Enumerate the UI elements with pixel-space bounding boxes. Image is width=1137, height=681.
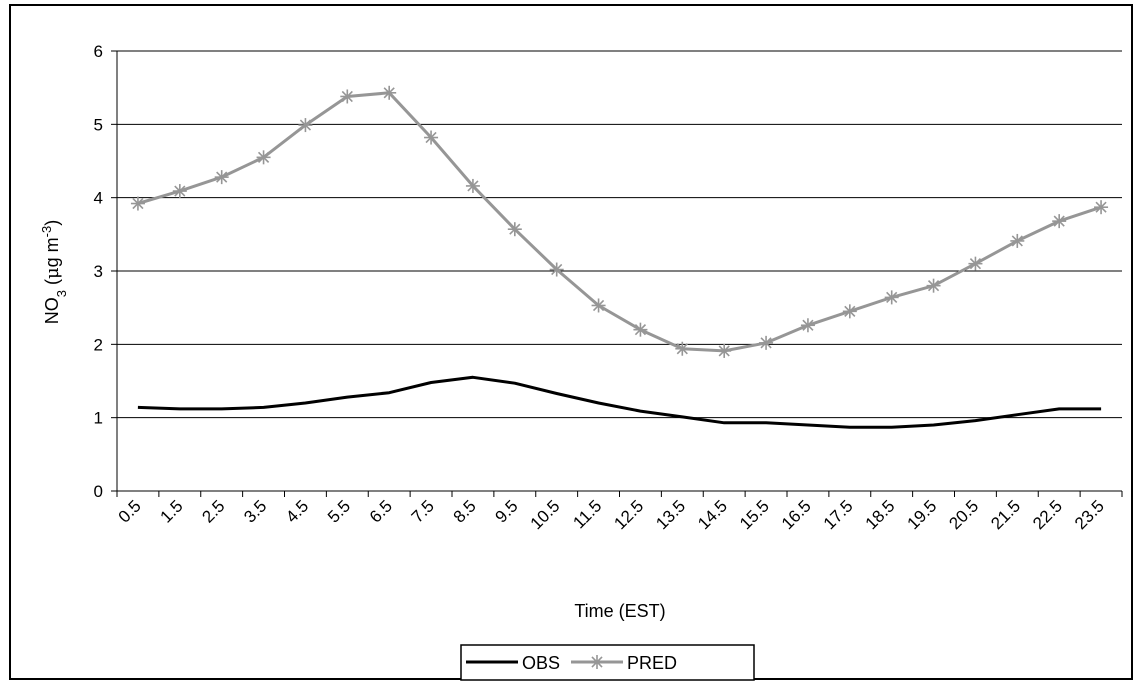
data-point-pred: [1010, 233, 1025, 248]
y-axis-title-unit: g m: [42, 237, 62, 267]
data-point-pred: [842, 304, 857, 319]
x-tick-label: 16.5: [778, 496, 815, 533]
x-tick-label: 2.5: [198, 496, 228, 526]
y-axis-title: NO3 (μg m-3): [39, 220, 69, 325]
data-point-pred: [717, 343, 732, 358]
x-tick-label: 21.5: [987, 496, 1024, 533]
x-tick-label: 20.5: [945, 496, 982, 533]
x-tick-label: 9.5: [491, 496, 521, 526]
series-lines: [130, 85, 1109, 429]
data-point-pred: [382, 85, 397, 100]
x-tick-label: 3.5: [240, 496, 270, 526]
x-tick-label: 0.5: [115, 496, 145, 526]
data-point-pred: [759, 335, 774, 350]
axes: 0 1 2 3 4 5 6 0.5 1.5 2.5 3.5 4.5 5.5 6.5 7.5 8.5 9.5 10.…: [94, 42, 1123, 533]
data-point-pred: [424, 130, 439, 145]
y-axis-title-main: NO: [42, 297, 62, 324]
x-tick-label: 11.5: [569, 496, 605, 532]
y-axis-title-superscript: -3: [39, 226, 54, 238]
data-point-pred: [172, 184, 187, 199]
data-point-pred: [1094, 200, 1109, 215]
series-line-obs: [137, 375, 1102, 429]
data-point-pred: [340, 89, 355, 104]
x-tick-label: 12.5: [610, 496, 647, 533]
data-point-pred: [884, 290, 899, 305]
x-tick-label: 4.5: [282, 496, 312, 526]
x-tick-label: 1.5: [156, 496, 186, 526]
data-point-pred: [633, 322, 648, 337]
data-point-pred: [926, 278, 941, 293]
data-point-pred: [800, 318, 815, 333]
data-point-pred: [549, 262, 564, 277]
y-tick-label: 5: [94, 115, 103, 134]
y-tick-label: 6: [94, 42, 103, 61]
data-point-pred: [1052, 214, 1067, 229]
data-point-pred: [130, 196, 145, 211]
y-tick-label: 3: [94, 262, 103, 281]
x-tick-label: 15.5: [736, 496, 773, 533]
x-tick-label: 18.5: [862, 496, 899, 533]
x-tick-label: 7.5: [408, 496, 438, 526]
data-point-pred: [591, 298, 606, 313]
x-tick-label: 13.5: [652, 496, 689, 533]
chart-frame: [9, 4, 1133, 680]
x-tick-label: 5.5: [324, 496, 354, 526]
data-point-pred: [465, 178, 480, 193]
x-tick-label: 14.5: [694, 496, 731, 533]
x-tick-label: 19.5: [904, 496, 941, 533]
y-tick-label: 0: [94, 482, 103, 501]
series-line-pred: [137, 91, 1102, 353]
y-axis-title-subscript: 3: [54, 290, 69, 297]
x-tick-label: 6.5: [366, 496, 396, 526]
y-axis-title-close: ): [42, 220, 62, 226]
legend-asterisk-icon: [590, 655, 604, 669]
y-axis-title-mu: μ: [42, 267, 63, 279]
data-point-pred: [256, 150, 271, 165]
y-axis-title-open: (: [42, 279, 62, 290]
y-tick-label: 4: [94, 189, 103, 208]
x-tick-label: 23.5: [1071, 496, 1108, 533]
y-tick-label: 2: [94, 335, 103, 354]
x-axis-title: Time (EST): [574, 601, 665, 621]
x-tick-label: 17.5: [820, 496, 857, 533]
legend-label-pred: PRED: [627, 653, 677, 673]
data-point-pred: [214, 170, 229, 185]
data-point-pred: [507, 222, 522, 237]
gridlines: [117, 50, 1122, 419]
x-tick-label: 10.5: [527, 496, 564, 533]
legend: OBS PRED: [460, 644, 755, 681]
x-tick-label: 22.5: [1029, 496, 1066, 533]
legend-marker-pred: [590, 655, 604, 669]
data-point-pred: [968, 256, 983, 271]
data-point-pred: [675, 341, 690, 356]
data-point-pred: [298, 118, 313, 133]
x-tick-label: 8.5: [450, 496, 480, 526]
legend-label-obs: OBS: [522, 653, 560, 673]
y-tick-label: 1: [94, 409, 103, 428]
